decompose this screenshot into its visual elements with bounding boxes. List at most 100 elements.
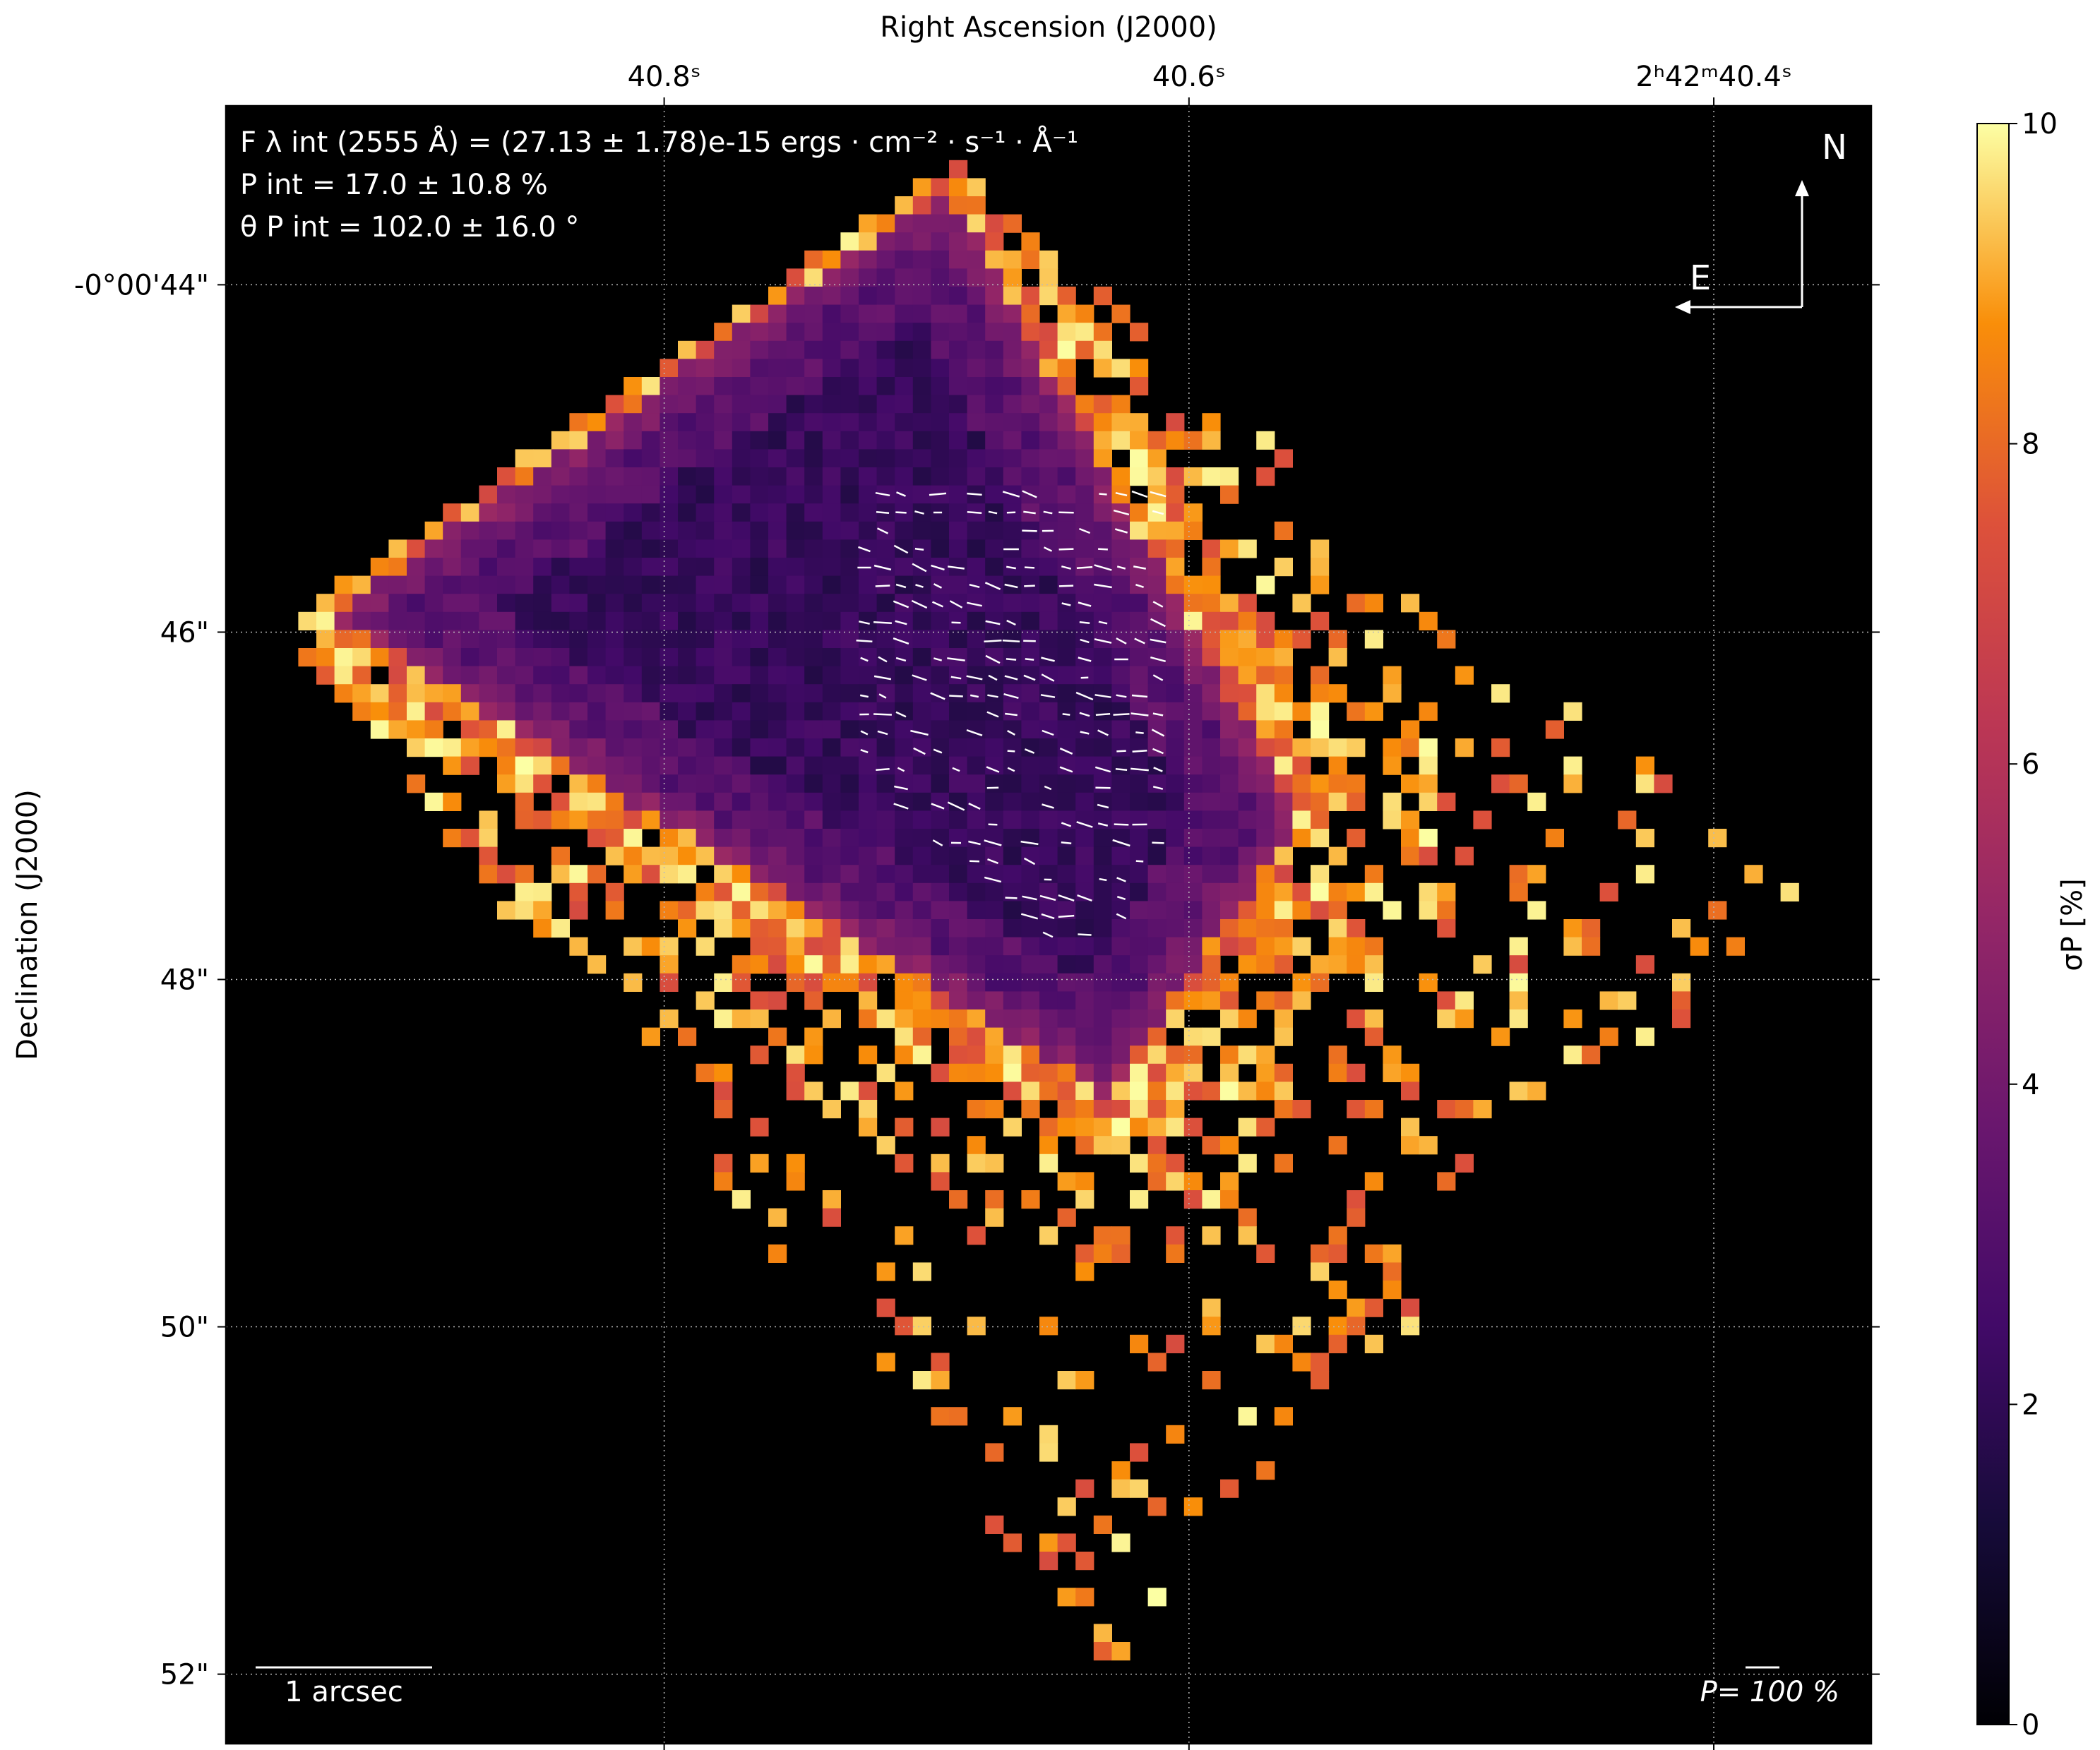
heatmap-cell	[804, 846, 823, 865]
heatmap-cell	[587, 666, 607, 685]
heatmap-cell	[786, 287, 805, 306]
colorbar-label: σP [%]	[2056, 878, 2089, 971]
heatmap-cell	[859, 611, 878, 630]
heatmap-cell	[1093, 1009, 1112, 1029]
heatmap-cell	[1274, 1063, 1293, 1082]
heatmap-cell	[1220, 991, 1239, 1010]
polarization-vector	[858, 546, 871, 553]
heatmap-cell	[840, 340, 859, 359]
heatmap-cell	[822, 1190, 841, 1209]
heatmap-cell	[1003, 250, 1022, 269]
heatmap-cell	[1093, 774, 1112, 793]
polarization-vector	[895, 583, 907, 589]
heatmap-cell	[1057, 304, 1076, 323]
heatmap-cell	[1130, 594, 1149, 613]
heatmap-cell	[732, 865, 751, 884]
heatmap-cell	[804, 1027, 823, 1046]
heatmap-cell	[1003, 268, 1022, 287]
polarization-vector	[876, 527, 889, 534]
heatmap-cell	[750, 539, 769, 558]
heatmap-cell	[822, 485, 841, 504]
heatmap-cell	[840, 395, 859, 414]
heatmap-cell	[804, 882, 823, 901]
heatmap-cell	[624, 792, 643, 811]
heatmap-cell	[1419, 882, 1438, 901]
heatmap-cell	[1003, 937, 1022, 956]
heatmap-cell	[1401, 720, 1420, 739]
heatmap-cell	[443, 558, 462, 577]
polarization-vector	[1135, 860, 1144, 863]
heatmap-cell	[750, 666, 769, 685]
heatmap-cell	[1311, 1353, 1330, 1372]
polarization-vector	[893, 637, 909, 645]
heatmap-cell	[912, 431, 931, 450]
heatmap-cell	[1347, 1298, 1366, 1317]
heatmap-cell	[515, 539, 534, 558]
heatmap-cell	[1111, 611, 1130, 630]
heatmap-cell	[1364, 882, 1383, 901]
heatmap-cell	[750, 340, 769, 359]
heatmap-cell	[912, 304, 931, 323]
heatmap-cell	[515, 594, 534, 613]
polarization-vector	[859, 621, 870, 625]
heatmap-cell	[497, 630, 516, 649]
heatmap-cell	[696, 738, 715, 757]
heatmap-cell	[876, 1063, 895, 1082]
heatmap-cell	[678, 377, 697, 396]
heatmap-cell	[1708, 901, 1727, 920]
heatmap-cell	[949, 359, 968, 378]
heatmap-cell	[1057, 413, 1076, 432]
polarization-vector	[1005, 712, 1018, 717]
heatmap-cell	[1419, 1136, 1438, 1155]
heatmap-cell	[1364, 1009, 1383, 1029]
heatmap-cell	[1147, 575, 1167, 594]
heatmap-cell	[515, 485, 534, 504]
heatmap-cell	[533, 738, 552, 757]
heatmap-cell	[1075, 756, 1094, 775]
heatmap-cell	[1111, 1063, 1130, 1082]
polarization-vector	[966, 729, 983, 736]
heatmap-cell	[1003, 810, 1022, 829]
heatmap-cell	[895, 973, 914, 992]
heatmap-cell	[388, 594, 407, 613]
heatmap-cell	[840, 611, 859, 630]
heatmap-cell	[605, 702, 624, 721]
heatmap-cell	[1057, 846, 1076, 865]
heatmap-cell	[334, 630, 353, 649]
heatmap-cell	[1383, 666, 1402, 685]
heatmap-cell	[1455, 846, 1474, 865]
heatmap-cell	[1039, 340, 1058, 359]
heatmap-cell	[822, 395, 841, 414]
heatmap-cell	[1256, 431, 1275, 450]
heatmap-cell	[1147, 1153, 1167, 1173]
heatmap-cell	[660, 503, 679, 522]
heatmap-cell	[876, 611, 895, 630]
heatmap-cell	[569, 558, 588, 577]
heatmap-cell	[912, 1045, 931, 1065]
polarization-vector	[932, 839, 943, 846]
heatmap-cell	[1383, 901, 1402, 920]
heatmap-cell	[768, 521, 787, 540]
heatmap-cell	[551, 449, 570, 468]
heatmap-cell	[876, 340, 895, 359]
heatmap-cell	[912, 449, 931, 468]
heatmap-cell	[967, 1136, 986, 1155]
heatmap-cell	[1328, 756, 1347, 775]
heatmap-cell	[732, 467, 751, 486]
heatmap-cell	[786, 882, 805, 901]
heatmap-cell	[1003, 431, 1022, 450]
heatmap-cell	[1057, 1081, 1076, 1101]
heatmap-cell	[931, 1371, 950, 1390]
heatmap-cell	[1347, 882, 1366, 901]
heatmap-cell	[949, 774, 968, 793]
heatmap-cell	[1292, 738, 1311, 757]
heatmap-cell	[1093, 323, 1112, 342]
heatmap-cell	[768, 919, 787, 938]
heatmap-cell	[750, 630, 769, 649]
heatmap-cell	[804, 720, 823, 739]
heatmap-cell	[1021, 1027, 1040, 1046]
heatmap-cell	[1147, 792, 1167, 811]
heatmap-cell	[660, 955, 679, 974]
polarization-vector	[1024, 748, 1035, 754]
heatmap-cell	[605, 846, 624, 865]
